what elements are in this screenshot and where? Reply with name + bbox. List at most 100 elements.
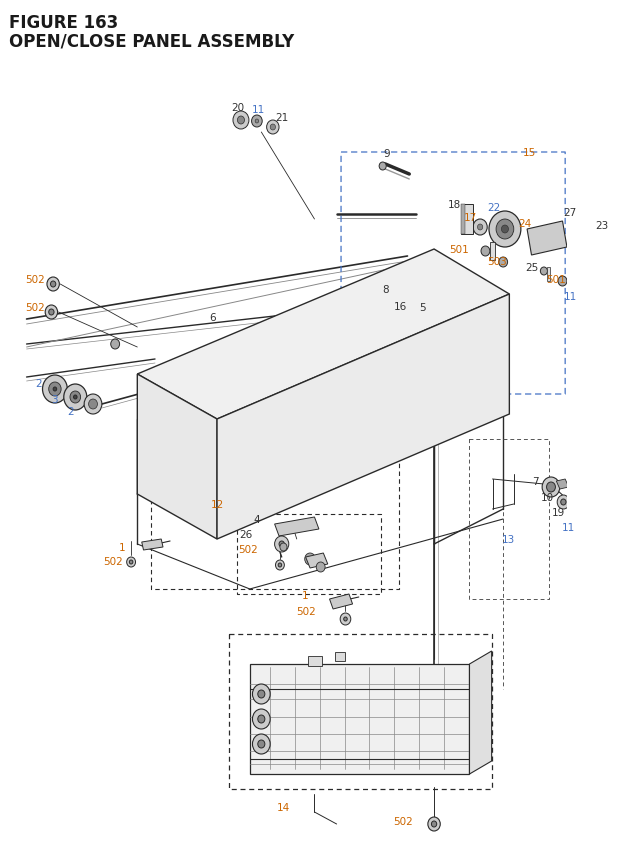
Circle shape <box>428 817 440 831</box>
Circle shape <box>340 613 351 625</box>
Circle shape <box>47 278 60 292</box>
Circle shape <box>572 292 583 304</box>
Circle shape <box>255 120 259 124</box>
Circle shape <box>344 617 348 622</box>
Circle shape <box>316 562 325 573</box>
Circle shape <box>51 282 56 288</box>
Circle shape <box>499 257 508 268</box>
Circle shape <box>258 715 265 723</box>
Circle shape <box>489 212 521 248</box>
Polygon shape <box>330 594 353 610</box>
Text: 502: 502 <box>393 816 413 826</box>
Polygon shape <box>470 651 492 774</box>
Polygon shape <box>217 294 509 539</box>
Text: 503: 503 <box>487 257 507 267</box>
Circle shape <box>431 821 436 827</box>
Text: 502: 502 <box>26 275 45 285</box>
Circle shape <box>45 306 58 319</box>
Circle shape <box>64 385 87 411</box>
Circle shape <box>252 684 270 704</box>
Text: 501: 501 <box>547 275 566 285</box>
Text: 5: 5 <box>419 303 426 313</box>
Text: 502: 502 <box>296 606 316 616</box>
Circle shape <box>88 400 97 410</box>
Circle shape <box>477 225 483 231</box>
Text: 7: 7 <box>532 476 538 486</box>
Text: 502: 502 <box>104 556 124 567</box>
Circle shape <box>252 709 270 729</box>
Circle shape <box>252 116 262 127</box>
Text: 15: 15 <box>523 148 536 158</box>
Circle shape <box>614 236 618 239</box>
Text: OPEN/CLOSE PANEL ASSEMBLY: OPEN/CLOSE PANEL ASSEMBLY <box>9 32 294 50</box>
Circle shape <box>111 339 120 350</box>
Circle shape <box>568 510 580 523</box>
Circle shape <box>379 163 386 170</box>
Text: 4: 4 <box>253 514 260 524</box>
Circle shape <box>258 740 265 748</box>
Circle shape <box>305 554 316 566</box>
Circle shape <box>49 310 54 316</box>
Text: 14: 14 <box>277 802 290 812</box>
Circle shape <box>582 528 588 533</box>
Circle shape <box>270 125 275 131</box>
Circle shape <box>84 394 102 414</box>
Text: 16: 16 <box>394 301 407 312</box>
Text: 27: 27 <box>563 208 576 218</box>
Circle shape <box>558 276 567 287</box>
Bar <box>308 656 323 666</box>
Polygon shape <box>138 250 509 419</box>
Polygon shape <box>556 480 569 489</box>
Text: 18: 18 <box>448 200 461 210</box>
Text: 24: 24 <box>518 219 532 229</box>
Text: 6: 6 <box>209 313 216 323</box>
Circle shape <box>275 536 289 553</box>
Bar <box>461 205 473 235</box>
Circle shape <box>611 232 621 244</box>
Text: 502: 502 <box>26 303 45 313</box>
Polygon shape <box>569 214 598 247</box>
Text: 8: 8 <box>382 285 388 294</box>
Circle shape <box>42 375 67 404</box>
Circle shape <box>258 691 265 698</box>
Circle shape <box>252 734 270 754</box>
Bar <box>461 205 465 235</box>
Polygon shape <box>138 375 217 539</box>
Circle shape <box>579 523 591 537</box>
Circle shape <box>557 495 570 510</box>
Text: 17: 17 <box>464 213 477 223</box>
Circle shape <box>267 121 279 135</box>
Circle shape <box>70 392 81 404</box>
Circle shape <box>501 226 508 233</box>
Polygon shape <box>141 539 163 550</box>
Text: 25: 25 <box>525 263 538 273</box>
Text: 23: 23 <box>596 220 609 231</box>
Text: 13: 13 <box>502 535 515 544</box>
Circle shape <box>280 543 287 551</box>
Circle shape <box>233 112 249 130</box>
Text: 20: 20 <box>231 102 244 113</box>
Circle shape <box>496 220 514 239</box>
Circle shape <box>278 563 282 567</box>
Circle shape <box>561 499 566 505</box>
Circle shape <box>127 557 136 567</box>
Text: 22: 22 <box>487 202 500 213</box>
Circle shape <box>237 117 244 125</box>
Circle shape <box>49 382 61 397</box>
Text: 19: 19 <box>552 507 564 517</box>
Bar <box>335 653 346 661</box>
Text: 3: 3 <box>52 394 58 405</box>
Circle shape <box>481 247 490 257</box>
Polygon shape <box>306 554 328 568</box>
Bar <box>547 268 550 282</box>
Circle shape <box>605 226 627 250</box>
Circle shape <box>542 478 560 498</box>
Text: 1: 1 <box>119 542 125 553</box>
Text: 2: 2 <box>68 406 74 417</box>
Polygon shape <box>527 222 567 256</box>
Text: 501: 501 <box>449 245 468 255</box>
Circle shape <box>74 395 77 400</box>
Circle shape <box>473 220 487 236</box>
Text: 10: 10 <box>541 492 554 503</box>
Text: 12: 12 <box>211 499 223 510</box>
